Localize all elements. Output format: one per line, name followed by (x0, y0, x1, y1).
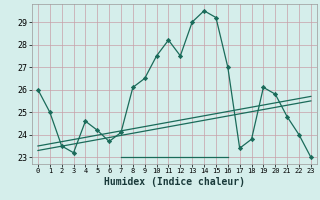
X-axis label: Humidex (Indice chaleur): Humidex (Indice chaleur) (104, 177, 245, 187)
